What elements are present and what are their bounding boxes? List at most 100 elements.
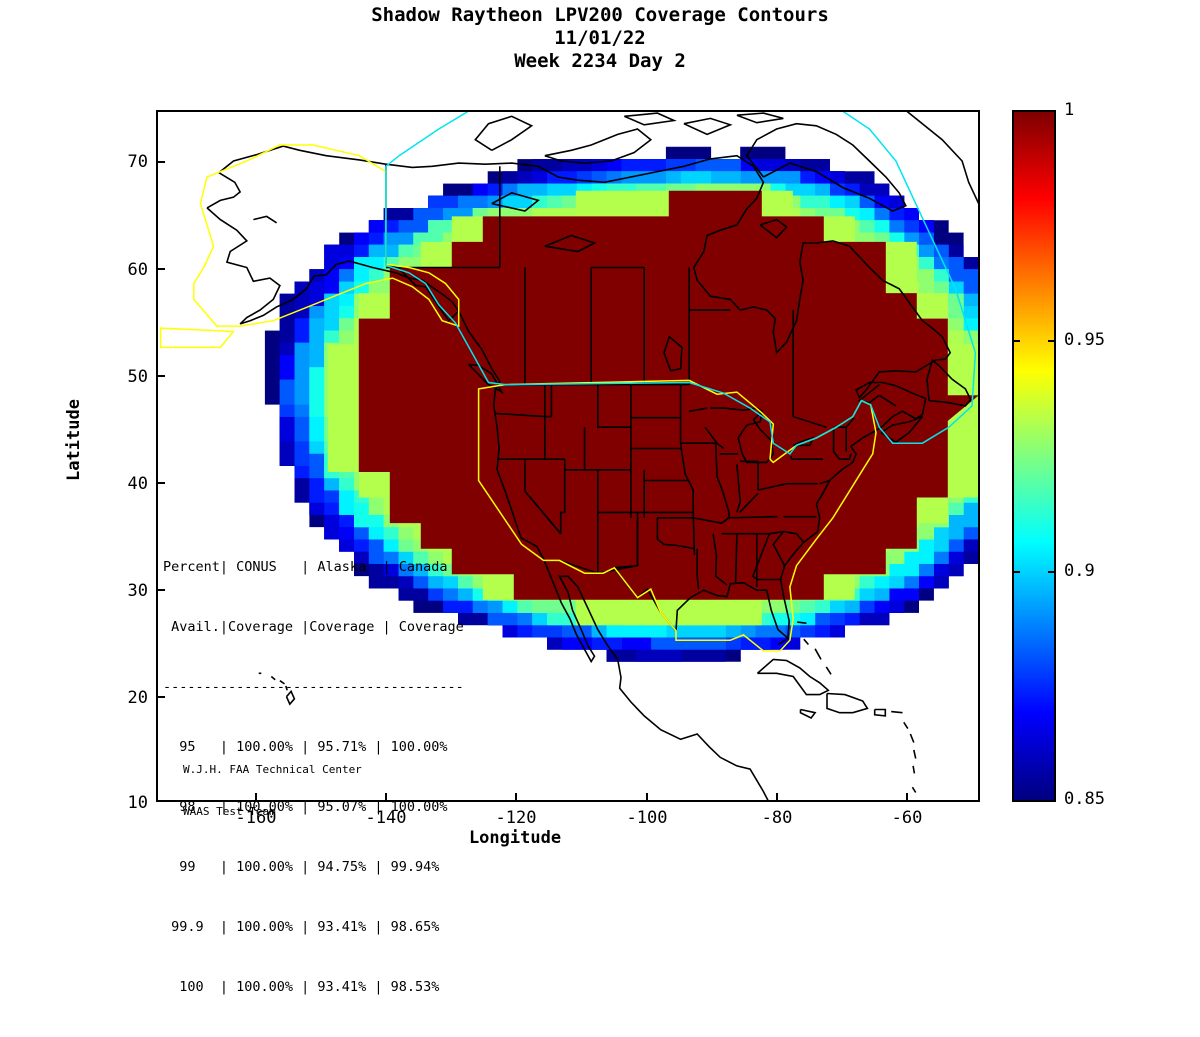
coast-polyline: [543, 560, 769, 800]
title-line-1: Shadow Raytheon LPV200 Coverage Contours: [371, 4, 829, 26]
coast-polyline: [757, 482, 787, 491]
table-row: 99 | 100.00% | 94.75% | 99.94%: [163, 859, 440, 875]
xtick-mark: [646, 793, 648, 802]
ytick-label-30: 30: [127, 581, 148, 601]
coast-polyline: [739, 492, 759, 513]
coast-polyline: [663, 335, 683, 372]
ytick-label-70: 70: [127, 152, 148, 172]
coast-polyline: [839, 453, 852, 461]
coverage-contour-figure: Shadow Raytheon LPV200 Coverage Contours…: [0, 4, 1200, 995]
ytick-mark: [156, 268, 165, 270]
coast-polyline: [756, 658, 830, 696]
table-row: 100 | 100.00% | 93.41% | 98.53%: [163, 979, 440, 995]
ytick-mark: [156, 696, 165, 698]
coverage-map: [158, 112, 978, 800]
coast-polyline: [714, 443, 730, 513]
xtick-mark: [255, 793, 257, 802]
coastline-layer: [206, 112, 978, 800]
coast-polyline: [683, 117, 733, 136]
coast-polyline: [696, 548, 700, 590]
xtick-mark: [385, 793, 387, 802]
colorbar-tick: [1048, 800, 1056, 802]
ytick-label-20: 20: [127, 688, 148, 708]
coast-polyline: [544, 128, 653, 164]
conus-alaska-fir-boundary: [159, 144, 877, 652]
coast-polyline: [913, 749, 917, 759]
ytick-mark: [156, 589, 165, 591]
colorbar-label-085: 0.85: [1064, 789, 1105, 809]
colorbar-tick: [1048, 110, 1056, 112]
coast-polyline: [777, 638, 788, 646]
colorbar-tick: [1048, 571, 1056, 573]
coast-polyline: [819, 479, 830, 485]
xtick-mark: [515, 793, 517, 802]
xtick-label-neg80: -80: [761, 808, 793, 828]
coast-polyline: [559, 459, 566, 534]
stats-header-row-1: Percent| CONUS | Alaska | Canada: [163, 559, 448, 575]
coast-polyline: [912, 765, 916, 774]
coast-polyline: [385, 154, 952, 640]
ytick-label-50: 50: [127, 367, 148, 387]
coast-polyline: [761, 530, 784, 535]
stats-header-row-2: Avail.|Coverage |Coverage | Coverage: [163, 619, 464, 635]
y-axis-title: Latitude: [64, 399, 84, 481]
ytick-label-10: 10: [127, 793, 148, 813]
canada-fir-boundary: [385, 112, 977, 455]
boundary-polygon: [385, 112, 977, 455]
coast-polyline: [285, 685, 288, 691]
coast-polyline: [613, 564, 638, 569]
coast-polyline: [734, 534, 738, 584]
colorbar-tick: [1012, 340, 1020, 342]
boundary-polygon: [477, 379, 877, 652]
coast-polyline: [253, 215, 278, 224]
coast-polyline: [797, 621, 807, 624]
coast-polyline: [909, 733, 915, 743]
colorbar: [1012, 110, 1056, 802]
xtick-label-neg160: -160: [235, 808, 277, 828]
coast-polyline: [792, 310, 827, 428]
boundary-polygon: [193, 144, 460, 328]
coast-polyline: [623, 112, 677, 126]
colorbar-label-095: 0.95: [1064, 330, 1105, 350]
coast-polyline: [745, 122, 907, 212]
coast-polyline: [825, 666, 832, 675]
coast-polyline: [759, 218, 788, 239]
coast-polyline: [751, 533, 771, 581]
coast-polyline: [564, 459, 586, 471]
coast-polyline: [857, 383, 880, 404]
coast-polyline: [524, 490, 562, 535]
colorbar-tick: [1048, 340, 1056, 342]
coast-polyline: [878, 394, 897, 407]
colorbar-label-09: 0.9: [1064, 561, 1095, 581]
coast-polyline: [891, 710, 903, 714]
boundary-polygon: [159, 327, 236, 349]
coast-polyline: [689, 407, 708, 413]
ytick-label-60: 60: [127, 260, 148, 280]
coast-polyline: [279, 680, 285, 685]
table-row: 98 | 100.00% | 95.07% | 100.00%: [163, 799, 448, 815]
colorbar-tick: [1012, 110, 1020, 112]
coast-polyline: [285, 689, 296, 706]
coast-polyline: [873, 708, 887, 717]
coast-polyline: [457, 310, 545, 561]
coast-polyline: [680, 448, 690, 481]
xtick-label-neg140: -140: [365, 808, 407, 828]
coast-polyline: [206, 145, 460, 325]
coast-polyline: [270, 675, 276, 681]
coast-polyline: [826, 692, 869, 714]
coast-polyline: [704, 426, 725, 450]
coast-polyline: [544, 384, 553, 418]
colorbar-tick: [1012, 571, 1020, 573]
credit-block: W.J.H. FAA Technical Center WAAS Test Te…: [183, 735, 362, 847]
coast-polyline: [736, 112, 784, 124]
figure-title: Shadow Raytheon LPV200 Coverage Contours…: [0, 4, 1200, 73]
table-row: 95 | 100.00% | 95.71% | 100.00%: [163, 739, 448, 755]
coast-polyline: [832, 427, 841, 460]
coast-polyline: [712, 533, 728, 586]
coast-polyline: [903, 721, 909, 730]
coast-polyline: [544, 234, 597, 253]
stats-separator: -------------------------------------: [163, 679, 464, 695]
coast-polyline: [596, 384, 631, 429]
colorbar-gradient: [1014, 112, 1054, 800]
title-line-2: 11/01/22: [554, 27, 646, 49]
